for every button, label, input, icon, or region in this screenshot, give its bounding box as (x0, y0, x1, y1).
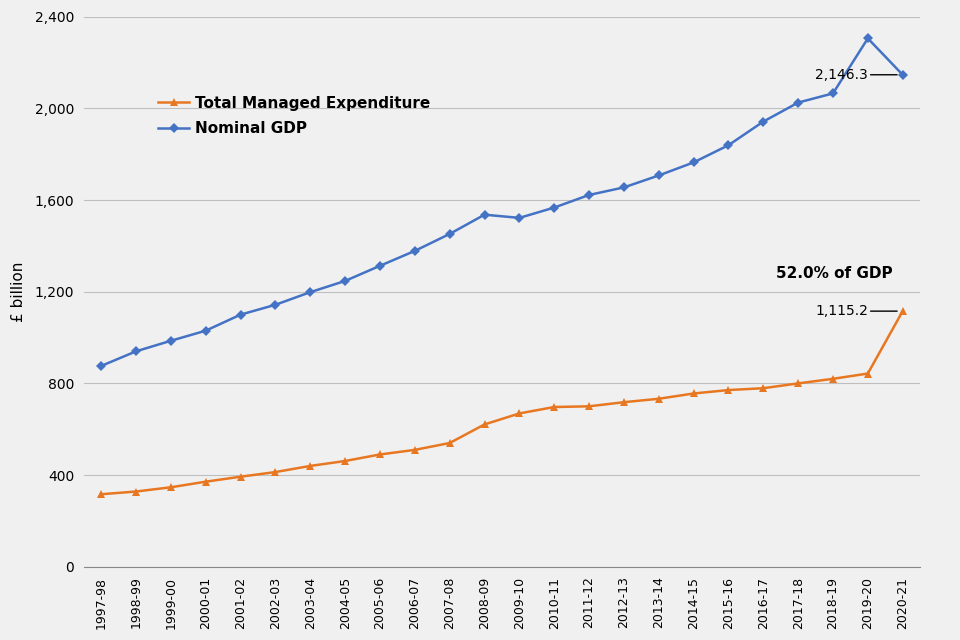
Total Managed Expenditure (653, 395, 664, 403)
Total Managed Expenditure (235, 473, 247, 481)
Total Managed Expenditure (792, 380, 804, 387)
Nominal GDP (897, 71, 908, 79)
Total Managed Expenditure (340, 457, 351, 465)
Nominal GDP (270, 301, 281, 308)
Text: 52.0% of GDP: 52.0% of GDP (776, 266, 892, 281)
Nominal GDP (757, 118, 769, 125)
Nominal GDP (165, 337, 177, 344)
Nominal GDP (340, 277, 351, 285)
Line: Nominal GDP: Nominal GDP (98, 35, 906, 369)
Nominal GDP (828, 90, 839, 97)
Nominal GDP (687, 159, 699, 166)
Nominal GDP (444, 230, 455, 238)
Total Managed Expenditure (200, 478, 211, 486)
Nominal GDP (304, 288, 316, 296)
Nominal GDP (653, 172, 664, 179)
Nominal GDP (374, 262, 386, 269)
Total Managed Expenditure (862, 370, 874, 378)
Nominal GDP (409, 247, 420, 255)
Total Managed Expenditure (548, 403, 560, 411)
Total Managed Expenditure (618, 398, 630, 406)
Total Managed Expenditure (374, 451, 386, 458)
Text: 1,115.2: 1,115.2 (815, 304, 897, 318)
Nominal GDP (792, 99, 804, 106)
Total Managed Expenditure (757, 385, 769, 392)
Total Managed Expenditure (304, 462, 316, 470)
Total Managed Expenditure (409, 446, 420, 454)
Line: Total Managed Expenditure: Total Managed Expenditure (97, 307, 907, 499)
Total Managed Expenditure (723, 386, 734, 394)
Total Managed Expenditure (897, 307, 908, 315)
Total Managed Expenditure (270, 468, 281, 476)
Total Managed Expenditure (479, 420, 491, 428)
Nominal GDP (548, 204, 560, 211)
Nominal GDP (723, 141, 734, 149)
Total Managed Expenditure (95, 490, 107, 498)
Y-axis label: £ billion: £ billion (12, 262, 26, 322)
Total Managed Expenditure (514, 410, 525, 417)
Nominal GDP (584, 191, 595, 199)
Nominal GDP (618, 184, 630, 191)
Total Managed Expenditure (584, 403, 595, 410)
Nominal GDP (131, 348, 142, 355)
Nominal GDP (514, 214, 525, 221)
Nominal GDP (862, 35, 874, 42)
Text: 2,146.3: 2,146.3 (815, 68, 897, 82)
Total Managed Expenditure (444, 439, 455, 447)
Total Managed Expenditure (828, 375, 839, 383)
Nominal GDP (479, 211, 491, 218)
Total Managed Expenditure (687, 390, 699, 397)
Nominal GDP (235, 311, 247, 319)
Total Managed Expenditure (131, 488, 142, 495)
Legend: Total Managed Expenditure, Nominal GDP: Total Managed Expenditure, Nominal GDP (158, 96, 430, 136)
Total Managed Expenditure (165, 483, 177, 491)
Nominal GDP (200, 327, 211, 335)
Nominal GDP (95, 362, 107, 370)
